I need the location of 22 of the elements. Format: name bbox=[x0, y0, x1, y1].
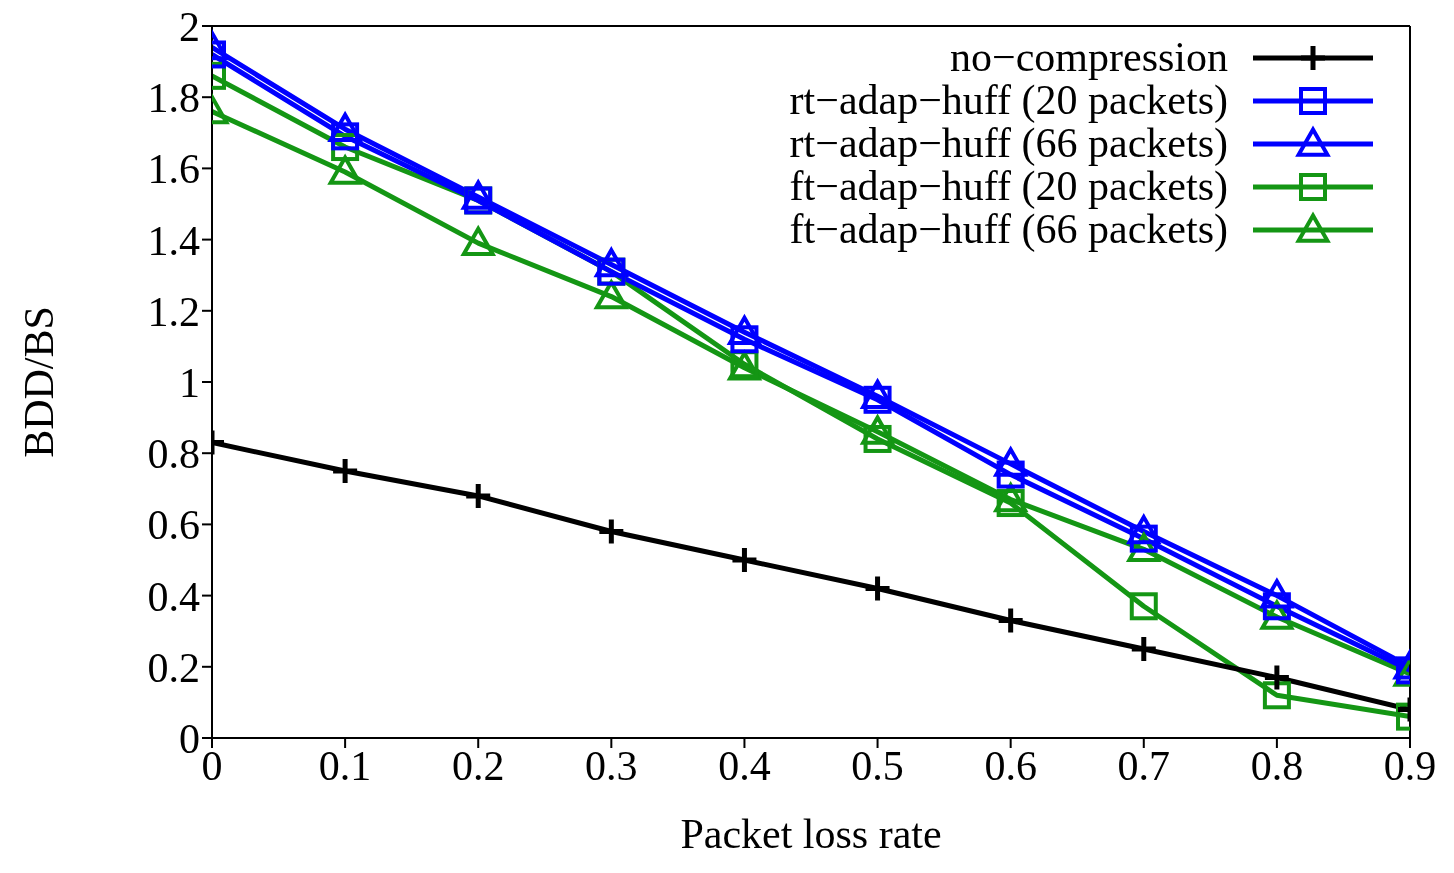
x-tick-label: 0.7 bbox=[1117, 742, 1171, 789]
x-tick-label: 0.1 bbox=[318, 742, 372, 789]
x-tick-label: 0.9 bbox=[1383, 742, 1437, 789]
y-tick-label: 1.4 bbox=[147, 217, 200, 264]
x-tick-label: 0.6 bbox=[984, 742, 1037, 789]
y-tick-label: 0.6 bbox=[147, 502, 200, 549]
y-axis-title: BDD/BS bbox=[15, 306, 62, 458]
x-tick-label: 0.4 bbox=[718, 742, 771, 789]
y-tick-label: 2 bbox=[179, 3, 200, 50]
y-tick-label: 1.2 bbox=[147, 288, 200, 335]
legend-label: no−compression bbox=[950, 34, 1228, 80]
y-tick-label: 1.6 bbox=[147, 146, 200, 193]
x-tick-label: 0.5 bbox=[851, 742, 904, 789]
x-axis-title: Packet loss rate bbox=[680, 811, 942, 857]
y-tick-label: 0.8 bbox=[147, 431, 200, 478]
y-tick-label: 1 bbox=[179, 359, 200, 406]
x-tick-label: 0.2 bbox=[451, 742, 505, 789]
x-tick-label: 0.8 bbox=[1250, 742, 1304, 789]
y-tick-label: 0.2 bbox=[147, 644, 200, 691]
x-tick-label: 0.3 bbox=[585, 742, 638, 789]
y-tick-label: 1.8 bbox=[147, 75, 200, 122]
y-tick-label: 0.4 bbox=[147, 573, 200, 620]
